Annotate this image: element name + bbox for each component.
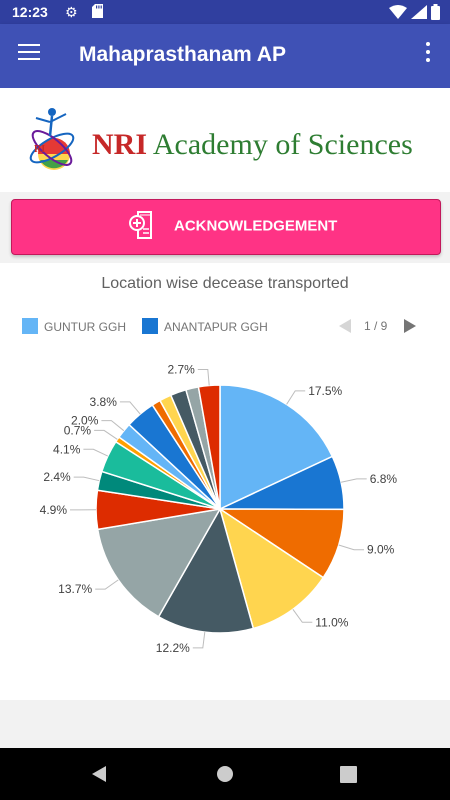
navigation-bar: [0, 748, 450, 800]
next-page-icon[interactable]: [402, 318, 418, 334]
app-bar: Mahaprasthanam AP: [0, 24, 450, 88]
signal-icon: [411, 5, 428, 20]
home-icon[interactable]: [216, 765, 234, 783]
slice-leader-line: [197, 369, 210, 386]
chart-title: Location wise decease transported: [101, 275, 349, 292]
slice-label: 2.4%: [43, 470, 71, 484]
slice-leader-line: [292, 609, 313, 623]
slice-leader-line: [119, 401, 141, 415]
slice-label: 0.7%: [64, 423, 92, 437]
slice-label: 2.7%: [167, 363, 195, 377]
sd-card-icon: [92, 4, 103, 21]
battery-icon: [431, 4, 440, 21]
slice-leader-line: [340, 478, 367, 483]
nri-emblem-icon: RI: [29, 108, 75, 170]
slice-label: 13.7%: [58, 582, 92, 596]
status-time: 12:23: [12, 4, 48, 20]
slice-leader-line: [73, 476, 100, 482]
status-bar: 12:23 ⚙: [0, 0, 450, 24]
slice-leader-line: [94, 429, 118, 440]
legend-label: GUNTUR GGH: [44, 320, 126, 334]
slice-leader-line: [286, 390, 306, 405]
legend-swatch: [142, 318, 158, 334]
slice-label: 4.9%: [40, 503, 68, 517]
slice-label: 9.0%: [367, 543, 395, 557]
slice-label: 2.0%: [71, 414, 99, 428]
back-icon[interactable]: [90, 765, 108, 783]
status-right-icons: [389, 3, 440, 21]
legend-swatch: [22, 318, 38, 334]
page-title: Mahaprasthanam AP: [79, 43, 286, 66]
academy-name: NRI Academy of Sciences: [92, 128, 413, 162]
pager-indicator: 1 / 9: [364, 319, 388, 333]
previous-page-icon[interactable]: [337, 318, 353, 334]
slice-label: 12.2%: [156, 641, 190, 655]
pie-slice[interactable]: [157, 507, 255, 634]
slice-label: 6.8%: [370, 472, 398, 486]
more-options-icon[interactable]: [424, 42, 432, 68]
hamburger-menu-icon[interactable]: [18, 44, 40, 68]
slice-leader-line: [83, 448, 109, 457]
slice-label: 11.0%: [315, 615, 348, 629]
wifi-icon: [389, 5, 408, 20]
chart-card: Location wise decease transported GUNTUR…: [0, 263, 450, 700]
slice-leader-line: [192, 632, 206, 649]
acknowledgement-label: ACKNOWLEDGEMENT: [174, 217, 338, 235]
pie-chart: 17.5% 6.8% 9.0% 11.0% 12.2% 13.7% 4.9% 2.4% 4.1%…: [40, 363, 398, 655]
slice-leader-line: [101, 420, 125, 432]
pie-slice[interactable]: [219, 384, 334, 511]
academy-abbrev: NRI: [92, 128, 148, 161]
slice-label: 3.8%: [90, 395, 118, 409]
slice-label: 17.5%: [308, 384, 342, 398]
acknowledgement-button[interactable]: ACKNOWLEDGEMENT: [11, 199, 441, 255]
slice-leader-line: [338, 544, 364, 551]
emblem-letters: RI: [34, 144, 45, 155]
recents-icon[interactable]: [340, 766, 357, 783]
document-add-icon: [129, 211, 152, 239]
slice-leader-line: [95, 579, 119, 590]
legend-label: ANANTAPUR GGH: [164, 320, 268, 334]
logo-banner: RI NRI Academy of Sciences: [0, 88, 450, 192]
academy-full-name: Academy of Sciences: [152, 128, 413, 161]
gear-icon: ⚙: [65, 4, 78, 20]
slice-label: 4.1%: [53, 442, 81, 456]
